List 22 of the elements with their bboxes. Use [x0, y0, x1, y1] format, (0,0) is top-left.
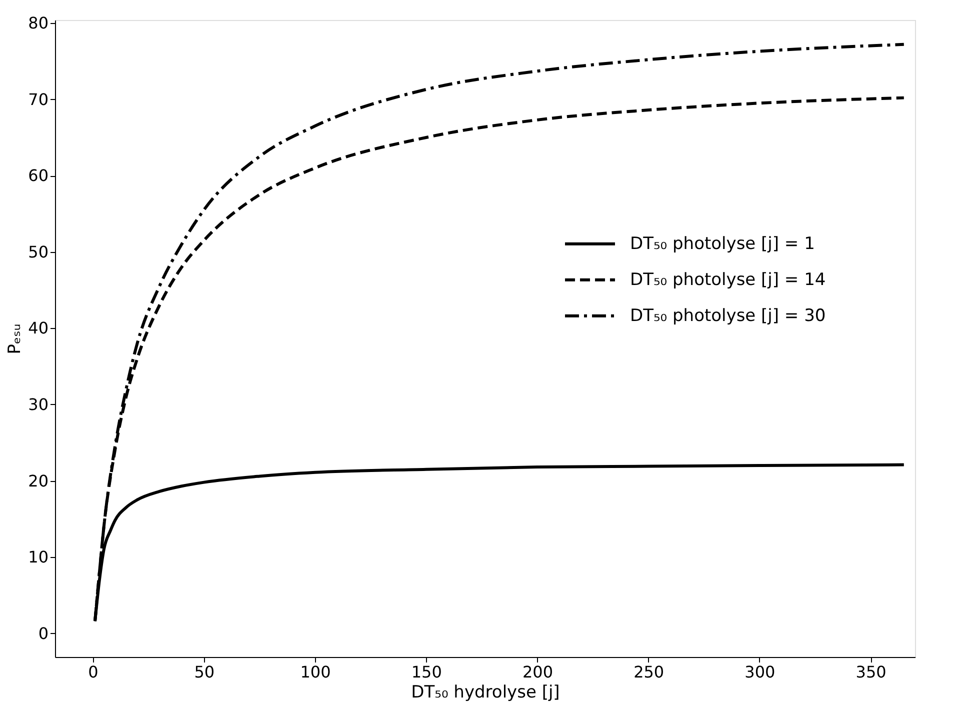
x-tick-label: 50 — [194, 662, 215, 682]
y-tick-label: 80 — [28, 14, 48, 33]
x-tick-label: 350 — [856, 662, 886, 682]
x-tick-label: 100 — [300, 662, 331, 682]
x-axis-title: DT₅₀ hydrolyse [j] — [411, 682, 560, 702]
x-tick-label: 250 — [634, 662, 664, 682]
y-tick-label: 40 — [28, 318, 48, 338]
y-tick-label: 20 — [28, 471, 48, 490]
y-tick-label: 60 — [28, 166, 48, 186]
legend-label: DT₅₀ photolyse [j] = 14 — [630, 270, 826, 290]
y-tick-label: 30 — [28, 394, 48, 414]
legend-label: DT₅₀ photolyse [j] = 1 — [630, 234, 815, 254]
x-tick-label: 200 — [522, 662, 553, 682]
y-tick-label: 50 — [28, 242, 48, 262]
x-tick-label: 300 — [744, 662, 776, 682]
y-tick-label: 10 — [28, 548, 48, 567]
y-tick-label: 70 — [28, 90, 48, 109]
x-tick-label: 0 — [88, 662, 98, 682]
y-axis-title: Pₑₛᵤ — [5, 324, 26, 354]
y-tick-label: 0 — [38, 624, 48, 643]
legend-label: DT₅₀ photolyse [j] = 30 — [630, 306, 826, 326]
x-tick-label: 150 — [411, 662, 442, 682]
